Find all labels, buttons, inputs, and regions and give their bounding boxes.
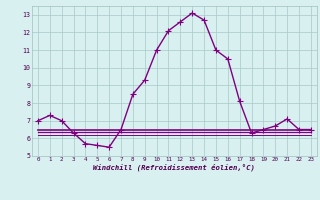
X-axis label: Windchill (Refroidissement éolien,°C): Windchill (Refroidissement éolien,°C) [93, 164, 255, 171]
